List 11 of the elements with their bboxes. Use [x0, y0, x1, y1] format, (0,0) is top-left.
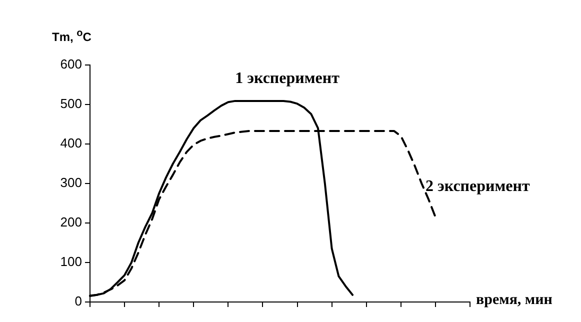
y-tick-label: 400: [60, 136, 82, 151]
y-tick-label: 600: [60, 56, 82, 72]
y-tick-label: 500: [60, 96, 82, 112]
y-tick-label: 200: [60, 214, 82, 230]
y-tick-label: 0: [74, 294, 82, 309]
y-axis-title: Tm, $^{o}$C: [52, 28, 92, 44]
x-axis-title: время, мин: [476, 292, 553, 308]
y-tick-label: 100: [60, 254, 82, 270]
series-label: 2 эксперимент: [425, 178, 530, 196]
y-tick-label: 300: [60, 175, 82, 190]
series-label: 1 эксперимент: [235, 70, 340, 88]
